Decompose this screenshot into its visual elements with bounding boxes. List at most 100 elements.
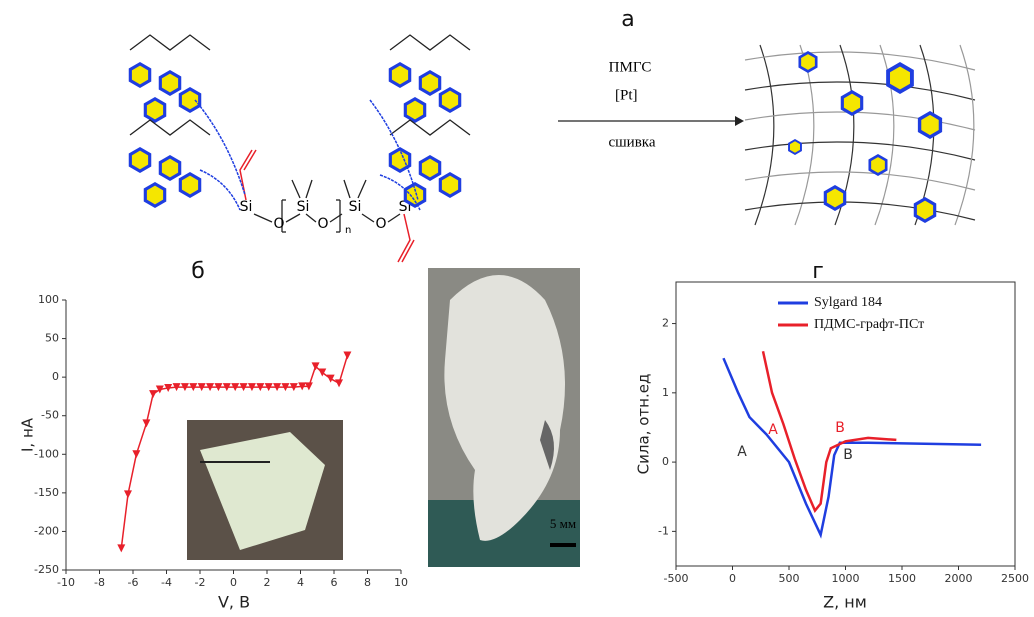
annotation: A (737, 444, 747, 460)
atom: O (317, 216, 328, 232)
legend-label: Sylgard 184 (814, 295, 882, 310)
atom: O (273, 216, 284, 232)
x-tick-label: 6 (331, 576, 338, 589)
backbone (253, 179, 401, 233)
y-tick-label: 0 (662, 455, 669, 468)
marker (206, 383, 215, 392)
phenyl-core (871, 157, 885, 173)
y-axis-label: Сила, отн.ед (635, 374, 653, 475)
x-tick-label: -6 (128, 576, 139, 589)
reagent: ПМГС (609, 59, 652, 75)
x-tick-label: 2500 (1001, 572, 1029, 585)
marker (343, 351, 352, 360)
phenyl-core (801, 54, 815, 70)
x-tick-label: 1000 (832, 572, 860, 585)
phenyl-core (391, 65, 409, 85)
phenyl-core (826, 188, 844, 208)
x-tick-label: 2 (264, 576, 271, 589)
x-tick-label: 0 (729, 572, 736, 585)
marker (256, 383, 265, 392)
wavy-bond (379, 174, 421, 211)
phenyl-core (161, 73, 179, 93)
wavy-bond (369, 99, 419, 201)
y-axis-label: I, нА (19, 417, 37, 452)
marker (239, 383, 248, 392)
chain (389, 119, 471, 136)
atom: Si (297, 199, 310, 215)
marker (311, 362, 320, 371)
marker (326, 374, 335, 383)
phenyl-core (421, 158, 439, 178)
x-axis-label: Z, нм (823, 593, 867, 612)
x-tick-label: -4 (161, 576, 172, 589)
phenyl-core (181, 90, 199, 110)
phenyl-core (146, 185, 164, 205)
phenyl-core (406, 100, 424, 120)
y-tick-label: 0 (52, 370, 59, 383)
x-tick-label: -500 (664, 572, 689, 585)
scale-label: 5 мм (550, 516, 576, 531)
y-tick-label: -200 (34, 524, 59, 537)
marker (189, 383, 198, 392)
annotation: B (835, 420, 845, 436)
phenyl-core (890, 66, 910, 90)
phenyl-core (391, 150, 409, 170)
network-strand (744, 141, 976, 161)
marker (289, 383, 298, 392)
phenyl-core (161, 158, 179, 178)
marker (164, 383, 173, 392)
marker (298, 382, 307, 391)
series-line (761, 351, 897, 513)
marker (231, 383, 240, 392)
network-strand (754, 44, 775, 226)
marker (172, 383, 181, 392)
marker (318, 368, 327, 377)
y-tick-label: 2 (662, 317, 669, 330)
x-tick-label: 500 (779, 572, 800, 585)
network-strand (744, 51, 976, 71)
network-strand (744, 81, 976, 101)
subscript: n (345, 225, 351, 236)
network-strand (744, 111, 976, 131)
phenyl-core (406, 185, 424, 205)
phenyl-core (916, 200, 934, 220)
marker (214, 383, 223, 392)
chain (389, 34, 471, 51)
y-tick-label: 50 (45, 332, 59, 345)
vinyl (239, 149, 257, 201)
x-tick-label: 1500 (888, 572, 916, 585)
arrow-head (735, 116, 744, 126)
wavy-bond (199, 169, 241, 211)
x-tick-label: -8 (94, 576, 105, 589)
phenyl-core (843, 93, 861, 113)
marker (117, 544, 126, 553)
marker (180, 383, 189, 392)
network-strand (744, 171, 976, 191)
x-tick-label: 2000 (945, 572, 973, 585)
x-tick-label: -10 (57, 576, 75, 589)
atom: Si (349, 199, 362, 215)
y-tick-label: 1 (662, 386, 669, 399)
phenyl-core (421, 73, 439, 93)
sample (444, 275, 565, 541)
annotation: A (768, 422, 778, 438)
y-tick-label: -1 (658, 524, 669, 537)
marker (132, 450, 141, 459)
panel-label: б (191, 259, 205, 284)
marker (304, 382, 313, 391)
y-tick-label: -150 (34, 486, 59, 499)
y-tick-label: -100 (34, 447, 59, 460)
vinyl (397, 213, 415, 263)
reagent: [Pt] (615, 87, 638, 103)
atom: Si (240, 199, 253, 215)
phenyl-core (441, 90, 459, 110)
phenyl-core (146, 100, 164, 120)
marker (281, 383, 290, 392)
shadow (540, 420, 554, 470)
marker (335, 379, 344, 388)
marker (149, 390, 158, 399)
x-tick-label: 0 (230, 576, 237, 589)
x-tick-label: 10 (394, 576, 408, 589)
annotation: B (843, 447, 853, 463)
